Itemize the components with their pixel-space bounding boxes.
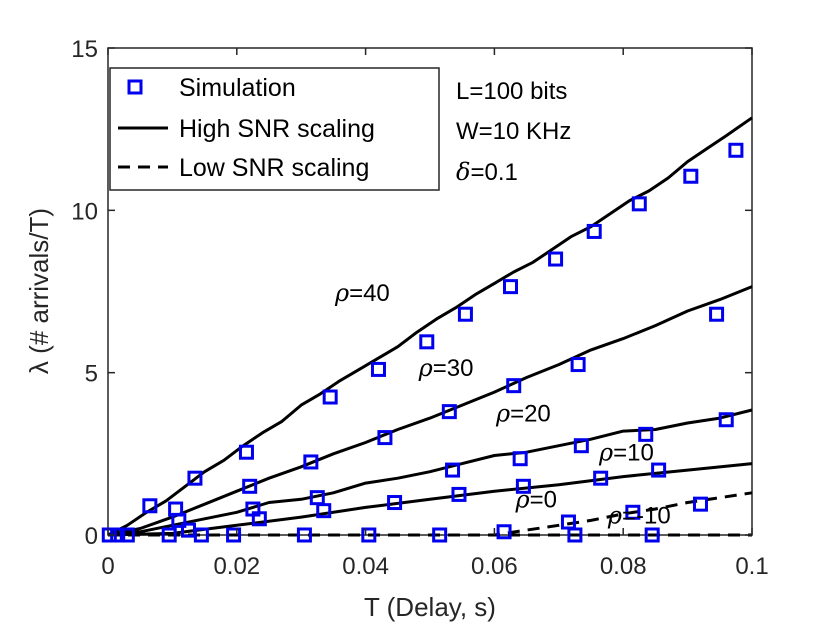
legend-high-snr-label: High SNR scaling (179, 115, 375, 143)
simulation-point (586, 223, 602, 239)
simulation-point (445, 462, 461, 478)
simulation-point (377, 430, 393, 446)
simulation-point (296, 527, 312, 543)
rho-symbol: ρ (418, 354, 433, 382)
simulation-point (161, 527, 177, 543)
annotation-layer: ρ=40ρ=30ρ=20ρ=10ρ=0ρ=-10 (334, 279, 671, 529)
simulation-point (718, 412, 734, 428)
x-tick-label: 0.04 (342, 553, 389, 580)
rho-value: =30 (433, 355, 474, 382)
simulation-point (638, 426, 654, 442)
param-bandwidth: W=10 KHz (456, 118, 571, 145)
rho-annotation: ρ=-10 (607, 502, 671, 530)
simulation-point (683, 168, 699, 184)
high-snr-curve (107, 285, 753, 537)
simulation-point (651, 462, 667, 478)
y-axis-title: λ (# arrivals/T) (24, 208, 54, 374)
simulation-point (631, 196, 647, 212)
param-packet-length: L=100 bits (456, 78, 567, 105)
simulation-point (515, 478, 531, 494)
simulation-point (187, 470, 203, 486)
x-tick-label: 0.08 (600, 553, 647, 580)
simulation-point (242, 478, 258, 494)
rho-symbol: ρ (515, 485, 530, 513)
simulation-point (361, 527, 377, 543)
rho-symbol: ρ (607, 502, 622, 530)
legend-simulation-marker (127, 79, 143, 95)
simulation-point (387, 495, 403, 511)
high-snr-curve (107, 408, 753, 537)
simulation-point (171, 512, 187, 528)
simulation-point (193, 527, 209, 543)
simulation-point (316, 503, 332, 519)
rho-value: =0 (530, 486, 557, 513)
simulation-point (570, 357, 586, 373)
simulation-point (432, 527, 448, 543)
rho-value: =-10 (622, 503, 671, 530)
rho-symbol: ρ (598, 438, 613, 466)
rho-annotation: ρ=30 (418, 354, 474, 382)
simulation-point (303, 454, 319, 470)
simulation-point (644, 527, 660, 543)
simulation-point (451, 486, 467, 502)
rho-annotation: ρ=10 (598, 438, 654, 466)
high-snr-curve (107, 462, 753, 537)
simulation-point (709, 306, 725, 322)
rho-symbol: ρ (334, 279, 349, 307)
rho-value: =20 (510, 400, 551, 427)
simulation-point (142, 498, 158, 514)
rho-annotation: ρ=0 (515, 485, 557, 513)
y-tick-label: 5 (85, 361, 98, 388)
simulation-point (567, 527, 583, 543)
legend: Simulation High SNR scaling Low SNR scal… (109, 67, 440, 191)
x-tick-label: 0.1 (735, 553, 768, 580)
param-delta: δ=0.1 (456, 158, 518, 186)
x-axis-title: T (Delay, s) (364, 592, 496, 622)
simulation-point (625, 504, 641, 520)
simulation-point (573, 438, 589, 454)
y-tick-label: 10 (71, 198, 98, 225)
simulation-point (251, 511, 267, 527)
simulation-point (593, 470, 609, 486)
simulation-point (101, 527, 117, 543)
simulation-point (370, 361, 386, 377)
simulation-point (496, 524, 512, 540)
simulation-point (728, 142, 744, 158)
simulation-point (322, 389, 338, 405)
legend-low-snr-label: Low SNR scaling (179, 154, 369, 182)
high-snr-curve (107, 116, 753, 537)
simulation-point (441, 404, 457, 420)
tick-layer: 0 0.02 0.04 0.06 0.08 0.1 0 5 10 15 (71, 36, 768, 580)
simulation-point (548, 251, 564, 267)
y-tick-label: 0 (85, 523, 98, 550)
rho-annotation: ρ=20 (495, 399, 551, 427)
simulation-point (692, 496, 708, 512)
rho-value: =40 (349, 280, 390, 307)
simulation-point (238, 444, 254, 460)
x-tick-label: 0.02 (213, 553, 260, 580)
rho-value: =10 (613, 439, 654, 466)
simulation-point (419, 334, 435, 350)
simulation-point (506, 378, 522, 394)
legend-simulation-label: Simulation (179, 74, 296, 102)
simulation-point (226, 527, 242, 543)
x-tick-label: 0.06 (471, 553, 518, 580)
y-tick-label: 15 (71, 36, 98, 63)
simulation-point (119, 527, 135, 543)
simulation-point (503, 279, 518, 295)
rho-annotation: ρ=40 (334, 279, 390, 307)
simulation-point (512, 451, 528, 467)
simulation-point (457, 306, 473, 322)
rho-symbol: ρ (495, 399, 510, 427)
parameters-text: L=100 bits W=10 KHz δ=0.1 (456, 78, 571, 186)
x-tick-label: 0 (101, 553, 114, 580)
param-delta-value: =0.1 (470, 159, 517, 186)
param-delta-symbol: δ (456, 158, 470, 186)
